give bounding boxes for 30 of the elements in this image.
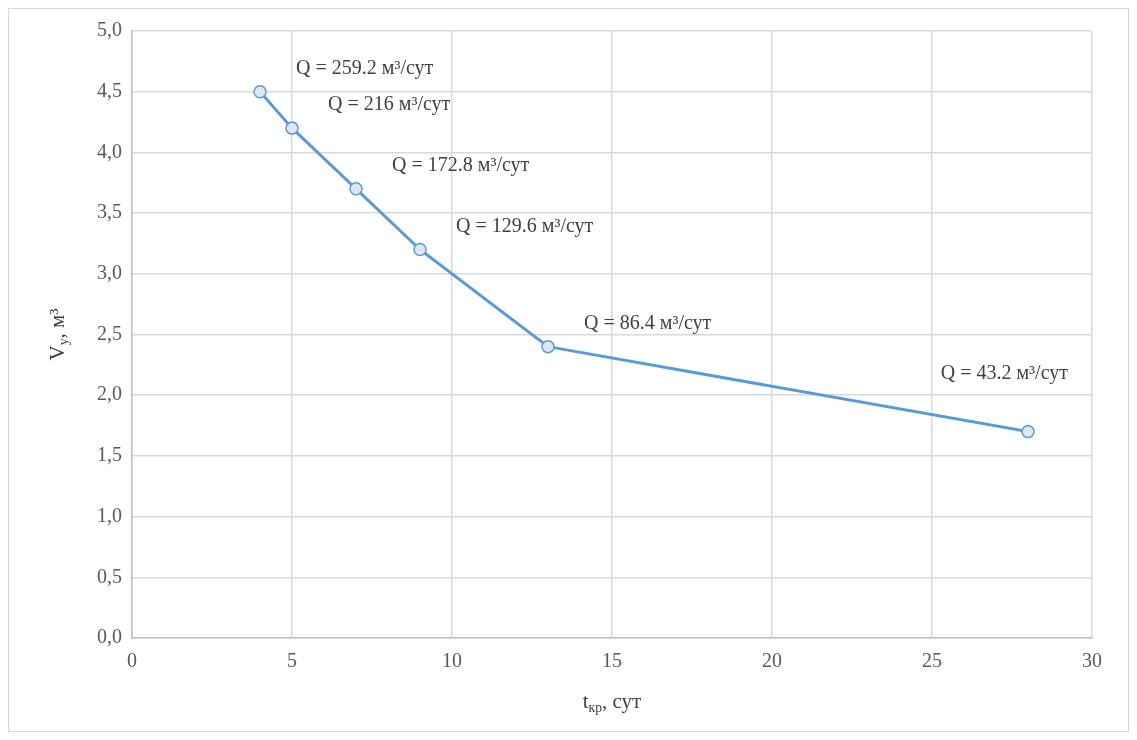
x-tick-label: 0 (127, 649, 137, 672)
annotation: Q = 172.8 м³/сут (392, 153, 530, 177)
y-tick-label: 2,5 (97, 321, 122, 344)
annotation: Q = 86.4 м³/сут (584, 310, 712, 334)
y-tick-label: 1,5 (97, 443, 122, 466)
x-tick-label: 30 (1082, 649, 1102, 672)
annotation: Q = 216 м³/сут (328, 92, 451, 116)
annotation: Q = 43.2 м³/сут (940, 360, 1069, 384)
x-tick-label: 20 (762, 649, 782, 672)
y-tick-label: 5,0 (97, 18, 122, 41)
y-tick-label: 1,0 (97, 503, 122, 526)
point (1021, 424, 1035, 439)
y-tick-label: 0,5 (97, 564, 122, 587)
annotation: Q = 129.6 м³/сут (456, 213, 594, 237)
x-tick-label: 25 (922, 649, 942, 672)
y-tick-label: 4,0 (97, 139, 122, 162)
point (541, 339, 555, 354)
point (349, 182, 363, 196)
annotation: Q = 259.2 м³/сут (296, 55, 434, 79)
y-tick-label: 4,5 (97, 78, 122, 101)
y-tick-label: 2,0 (97, 382, 122, 405)
point (413, 242, 427, 257)
y-tick-label: 3,5 (97, 200, 122, 223)
y-tick-label: 0,0 (97, 625, 122, 648)
x-tick-label: 5 (287, 649, 297, 672)
y-tick-label: 3,0 (97, 261, 122, 284)
x-tick-label: 15 (602, 649, 622, 672)
point (253, 84, 267, 99)
point (285, 121, 299, 135)
x-tick-label: 10 (442, 649, 462, 672)
